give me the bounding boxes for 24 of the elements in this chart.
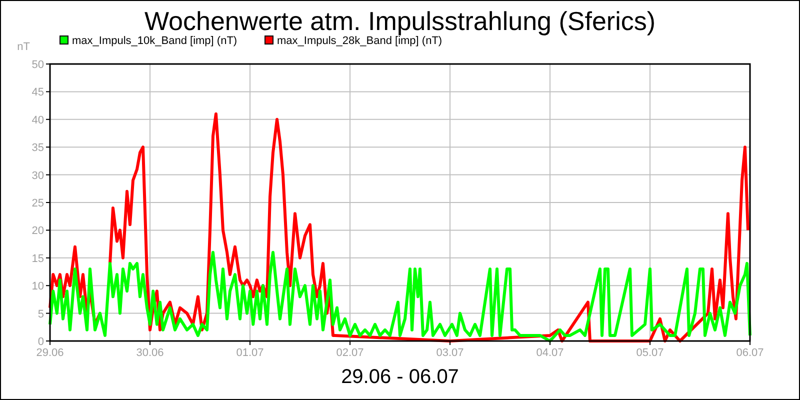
x-tick-label: 30.06 xyxy=(136,347,164,359)
y-tick-label: 5 xyxy=(38,308,44,320)
x-tick-label: 06.07 xyxy=(736,347,764,359)
y-axis-title: nT xyxy=(17,41,30,53)
x-tick-label: 05.07 xyxy=(636,347,664,359)
y-tick-label: 50 xyxy=(32,59,44,71)
x-tick-label: 03.07 xyxy=(436,347,464,359)
x-tick-label: 01.07 xyxy=(236,347,264,359)
x-axis-title: 29.06 - 06.07 xyxy=(341,366,459,388)
y-tick-label: 40 xyxy=(32,114,44,126)
y-tick-label: 25 xyxy=(32,198,44,210)
y-tick-label: 45 xyxy=(32,86,44,99)
y-tick-label: 15 xyxy=(32,252,44,265)
y-tick-label: 20 xyxy=(32,225,44,238)
x-tick-label: 29.06 xyxy=(36,347,64,359)
legend-label: max_Impuls_10k_Band [imp] (nT) xyxy=(72,35,238,47)
y-tick-label: 35 xyxy=(32,142,44,154)
x-tick-label: 02.07 xyxy=(336,347,364,359)
chart-title: Wochenwerte atm. Impulsstrahlung (Sferics) xyxy=(144,6,656,36)
y-tick-label: 0 xyxy=(38,336,44,348)
legend-label: max_Impuls_28k_Band [imp] (nT) xyxy=(277,35,442,47)
x-tick-label: 04.07 xyxy=(536,347,564,359)
y-tick-label: 10 xyxy=(32,280,44,293)
y-tick-label: 30 xyxy=(32,170,44,182)
